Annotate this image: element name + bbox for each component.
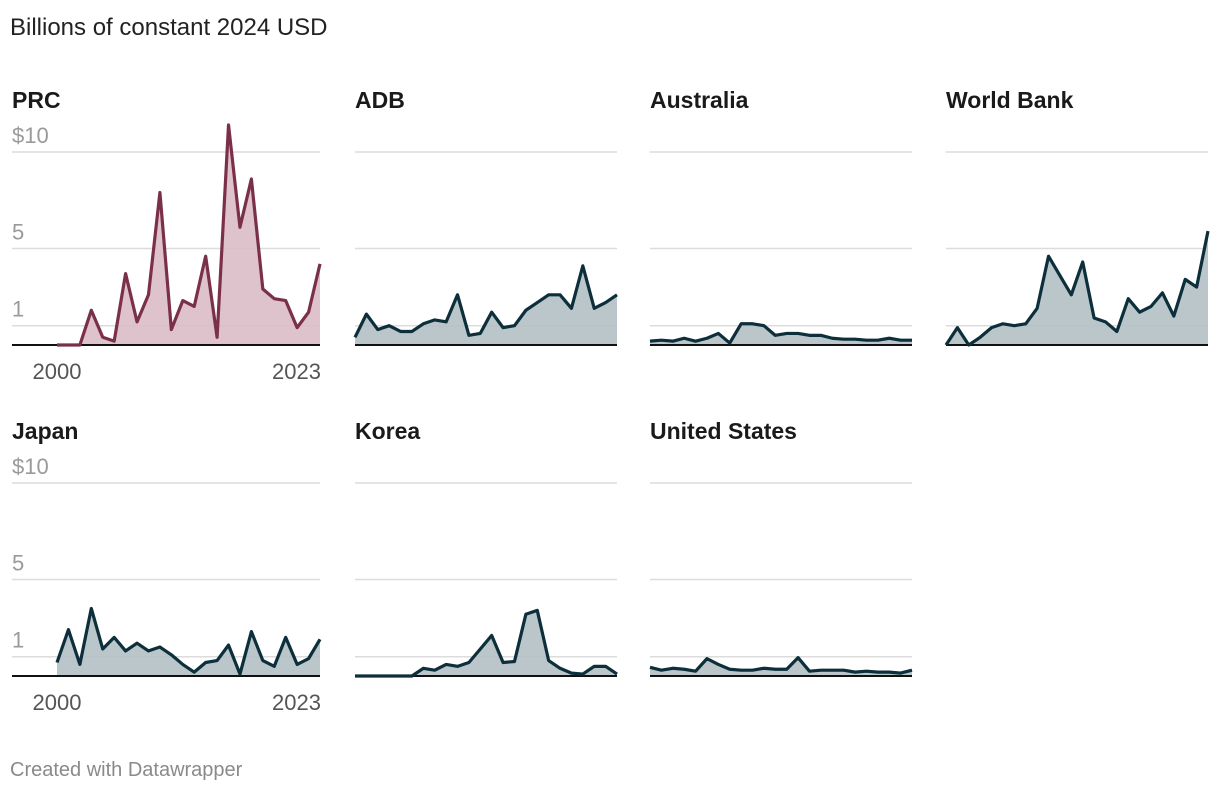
panel-title: United States <box>650 418 797 444</box>
line <box>649 322 912 345</box>
area <box>946 231 1208 345</box>
panel-title: PRC <box>12 87 61 113</box>
panel-title: World Bank <box>946 87 1074 113</box>
chart-title: Billions of constant 2024 USD <box>10 14 328 41</box>
panel-title: Korea <box>355 418 420 444</box>
line <box>944 230 1210 347</box>
line <box>353 264 618 338</box>
area <box>355 265 617 345</box>
line <box>55 606 322 676</box>
area <box>57 608 320 676</box>
y-tick-label: 5 <box>12 219 24 244</box>
y-tick-label: 5 <box>12 550 24 575</box>
panel-title: Australia <box>650 87 749 113</box>
x-tick-label: 2000 <box>33 690 82 715</box>
y-tick-label: $10 <box>12 123 49 148</box>
line <box>649 656 913 675</box>
x-tick-label: 2023 <box>272 359 321 384</box>
x-tick-label: 2000 <box>33 359 82 384</box>
line <box>355 608 618 678</box>
area <box>57 124 320 345</box>
credit: Created with Datawrapper <box>10 759 243 781</box>
line <box>57 123 322 347</box>
y-tick-label: 1 <box>12 628 24 653</box>
panel-title: Japan <box>12 418 78 444</box>
y-tick-label: $10 <box>12 454 49 479</box>
x-tick-label: 2023 <box>272 690 321 715</box>
y-tick-label: 1 <box>12 297 24 322</box>
panel-title: ADB <box>355 87 405 113</box>
